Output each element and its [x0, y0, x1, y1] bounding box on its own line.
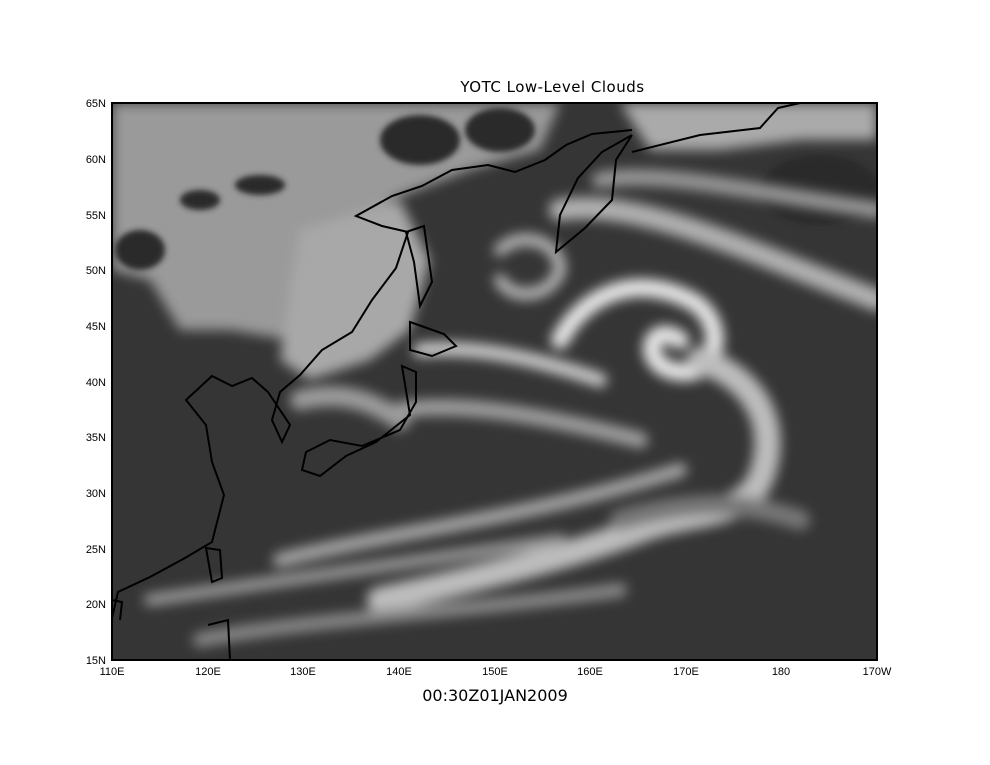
- lat-axis: 15N 20N 25N 30N 35N 40N 45N 50N 55N 60N …: [86, 98, 106, 667]
- lon-label: 140E: [386, 666, 412, 678]
- map-title: YOTC Low-Level Clouds: [460, 78, 645, 96]
- lon-label: 170W: [863, 666, 892, 678]
- lon-label: 180: [772, 666, 790, 678]
- lat-label: 20N: [86, 599, 106, 611]
- plot-frame: [111, 102, 878, 661]
- cloud-field: [112, 103, 877, 660]
- lat-label: 55N: [86, 210, 106, 222]
- lon-axis: 110E 120E 130E 140E 150E 160E 170E 180 1…: [100, 666, 892, 678]
- lat-label: 45N: [86, 321, 106, 333]
- lon-label: 160E: [577, 666, 603, 678]
- lon-label: 170E: [673, 666, 699, 678]
- lon-label: 130E: [290, 666, 316, 678]
- lat-label: 60N: [86, 154, 106, 166]
- lat-label: 35N: [86, 432, 106, 444]
- lon-label: 150E: [482, 666, 508, 678]
- lat-label: 50N: [86, 265, 106, 277]
- timestamp: 00:30Z01JAN2009: [422, 686, 568, 705]
- lat-label: 65N: [86, 98, 106, 110]
- coastlines: [112, 103, 801, 660]
- lat-label: 15N: [86, 655, 106, 667]
- lat-label: 30N: [86, 488, 106, 500]
- lat-label: 25N: [86, 544, 106, 556]
- lon-label: 110E: [100, 666, 125, 678]
- lon-label: 120E: [195, 666, 221, 678]
- lat-label: 40N: [86, 377, 106, 389]
